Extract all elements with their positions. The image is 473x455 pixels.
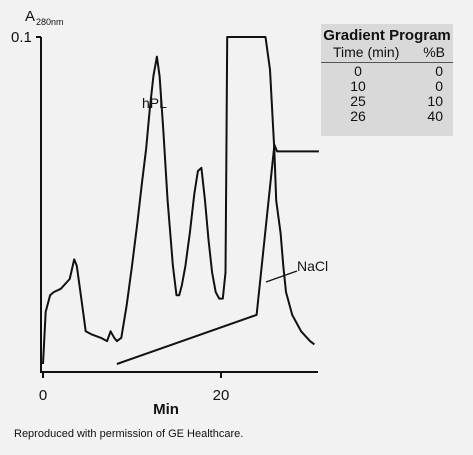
x-axis-label: Min [153,401,179,418]
time-cell: 25 [350,93,366,109]
gradient-trace [116,143,319,365]
table-row: 25 10 [321,94,453,109]
time-cell: 26 [350,108,366,124]
y-axis-label-subscript: 280nm [36,17,64,27]
hpl-annotation: hPL [142,95,167,111]
absorbance-trace [42,36,315,365]
time-cell: 0 [354,63,362,79]
table-row: 26 40 [321,109,453,124]
y-axis-title: A 280nm [25,8,64,27]
nacl-annotation: NaCl [297,258,328,274]
nacl-leader-line [265,270,298,283]
percent-b-cell: 40 [427,108,443,124]
x-tick-label-0: 0 [39,387,47,404]
percent-b-cell: 0 [435,63,443,79]
header-divider [321,62,453,63]
series-layer [42,36,319,365]
header-percent-b: %B [423,44,445,60]
header-time: Time (min) [333,44,400,60]
gradient-program-header: Time (min) %B [321,44,453,61]
credit-text: Reproduced with permission of GE Healthc… [14,428,244,440]
time-cell: 10 [350,78,366,94]
table-row: 10 0 [321,79,453,94]
percent-b-cell: 0 [435,78,443,94]
gradient-program-title: Gradient Program [323,27,451,44]
y-axis-label: A [25,8,35,25]
table-row: 0 0 [321,64,453,79]
percent-b-cell: 10 [427,93,443,109]
gradient-program-table: Gradient Program Time (min) %B 0 0 10 0 … [321,24,453,136]
y-tick-label: 0.1 [11,29,32,46]
x-tick-label-20: 20 [213,387,230,404]
